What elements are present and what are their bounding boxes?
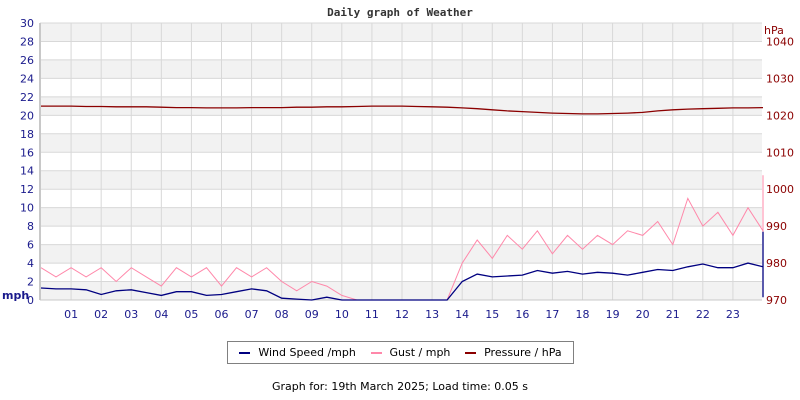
series-line-pressure (41, 105, 764, 115)
x-tick-label: 19 (606, 308, 620, 321)
legend-item-pressure: Pressure / hPa (465, 346, 562, 359)
x-tick-label: 06 (215, 308, 229, 321)
y-tick-label: 30 (20, 17, 34, 30)
x-tick-label: 04 (154, 308, 168, 321)
x-tick-label: 05 (184, 308, 198, 321)
x-tick-label: 21 (666, 308, 680, 321)
y-tick-label: 0 (27, 294, 34, 307)
chart-title: Daily graph of Weather (327, 6, 473, 19)
y-tick-label: 26 (20, 54, 34, 67)
y-tick-label: 8 (27, 220, 34, 233)
x-tick-label: 16 (515, 308, 529, 321)
y2-tick-label: 1020 (766, 109, 794, 122)
y-tick-label: 4 (27, 257, 34, 270)
y-tick-label: 6 (27, 239, 34, 252)
grid-band (40, 59, 762, 79)
grid-band (40, 207, 762, 227)
y-tick-label: 28 (20, 35, 34, 48)
x-tick-label: 20 (636, 308, 650, 321)
y2-tick-label: 970 (766, 294, 787, 307)
y2-tick-label: 1010 (766, 146, 794, 159)
y-tick-label: 2 (27, 276, 34, 289)
legend-label-gust: Gust / mph (389, 346, 451, 359)
x-tick-label: 11 (365, 308, 379, 321)
y-tick-label: 14 (20, 165, 34, 178)
y-tick-label: 20 (20, 109, 34, 122)
legend-swatch-wind (239, 352, 251, 354)
grid-band (40, 170, 762, 190)
legend: Wind Speed /mph Gust / mph Pressure / hP… (227, 341, 574, 364)
y2-axis-label: hPa (764, 24, 784, 37)
y-tick-label: 12 (20, 183, 34, 196)
legend-label-pressure: Pressure / hPa (484, 346, 562, 359)
y-tick-label: 16 (20, 146, 34, 159)
x-tick-label: 10 (335, 308, 349, 321)
y-tick-label: 10 (20, 202, 34, 215)
x-tick-label: 22 (696, 308, 710, 321)
x-tick-label: 15 (485, 308, 499, 321)
legend-swatch-pressure (465, 352, 477, 354)
x-tick-label: 14 (455, 308, 469, 321)
grid-band (40, 244, 762, 264)
y-tick-label: 22 (20, 91, 34, 104)
x-tick-label: 03 (124, 308, 138, 321)
x-tick-label: 13 (425, 308, 439, 321)
x-tick-label: 07 (245, 308, 259, 321)
y-tick-label: 24 (20, 72, 34, 85)
x-tick-label: 17 (545, 308, 559, 321)
y-tick-label: 18 (20, 128, 34, 141)
x-tick-label: 09 (305, 308, 319, 321)
grid-band (40, 281, 762, 300)
legend-item-wind: Wind Speed /mph (239, 346, 356, 359)
y2-tick-label: 1040 (766, 35, 794, 48)
x-tick-label: 12 (395, 308, 409, 321)
x-tick-label: 18 (576, 308, 590, 321)
y-axis-label: mph (2, 289, 29, 302)
grid-band (40, 23, 762, 42)
grid-band (40, 133, 762, 153)
x-tick-label: 23 (726, 308, 740, 321)
legend-item-gust: Gust / mph (370, 346, 451, 359)
y2-tick-label: 1030 (766, 72, 794, 85)
footer-text: Graph for: 19th March 2025; Load time: 0… (271, 380, 529, 393)
y2-tick-label: 980 (766, 257, 787, 270)
legend-label-wind: Wind Speed /mph (258, 346, 356, 359)
legend-swatch-gust (370, 352, 382, 354)
x-tick-label: 01 (64, 308, 78, 321)
series-line-wind (40, 231, 764, 301)
x-tick-label: 02 (94, 308, 108, 321)
y2-tick-label: 1000 (766, 183, 794, 196)
y2-tick-label: 990 (766, 220, 787, 233)
x-tick-label: 08 (275, 308, 289, 321)
